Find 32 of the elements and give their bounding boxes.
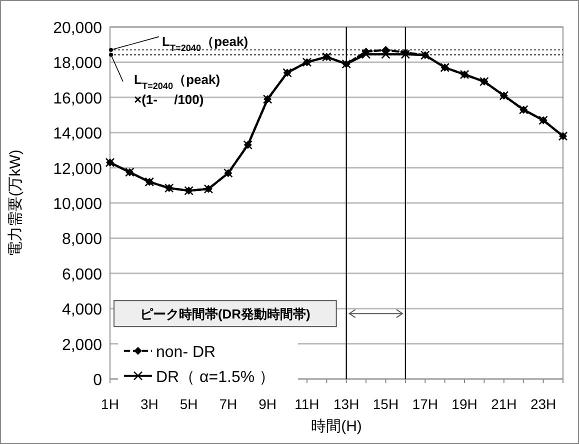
x-tick-label: 5H <box>180 396 198 412</box>
y-axis-title: 電力需要(万kW) <box>7 150 24 256</box>
x-tick-label: 9H <box>258 396 277 412</box>
legend-label: DR（ α=1.5% ） <box>156 368 276 386</box>
x-tick-label: 17H <box>412 396 438 412</box>
y-tick-label: 14,000 <box>53 126 102 143</box>
y-tick-label: 8,000 <box>62 231 102 248</box>
x-tick-label: 19H <box>452 396 478 412</box>
x-tick-label: 23H <box>530 396 556 412</box>
y-tick-label: 16,000 <box>53 90 102 108</box>
legend-label: non- DR <box>156 344 216 361</box>
y-tick-label: 10,000 <box>53 196 102 213</box>
x-tick-label: 11H <box>294 396 320 412</box>
point <box>361 50 371 59</box>
y-tick-label: 12,000 <box>53 160 102 178</box>
annotation: L$_{T=2040}$（peak) ×(1- /100) <box>134 72 220 107</box>
y-tick-label: 2,000 <box>62 336 102 354</box>
x-axis-title: 時間(H) <box>311 418 362 435</box>
annotation: ピーク時間帯(DR発動時間帯) <box>140 306 310 322</box>
x-tick-label: 3H <box>140 396 158 412</box>
x-tick-label: 13H <box>334 396 360 412</box>
y-tick-label: 0 <box>93 372 102 389</box>
y-tick-label: 18,000 <box>53 55 102 72</box>
annotation: L$_{T=2040}$（peak) <box>162 34 248 53</box>
y-tick-label: 6,000 <box>62 266 102 284</box>
x-tick-label: 1H <box>101 396 119 412</box>
x-tick-label: 7H <box>219 396 238 412</box>
x-tick-label: 15H <box>372 396 399 412</box>
y-tick-label: 4,000 <box>62 302 102 319</box>
y-tick-label: 20,000 <box>53 20 102 37</box>
x-tick-label: 21H <box>491 396 517 412</box>
point <box>381 50 390 59</box>
